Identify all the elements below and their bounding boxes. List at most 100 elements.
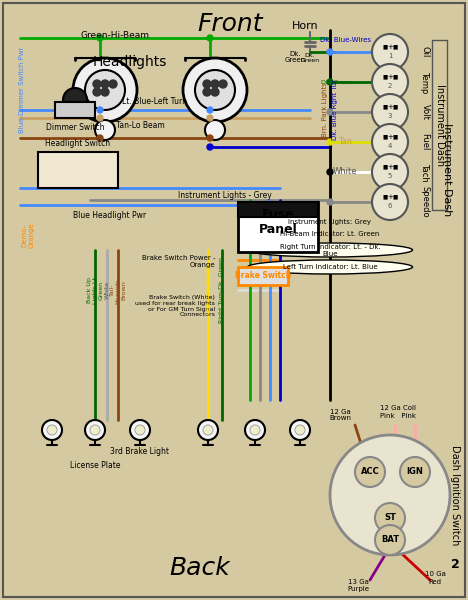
Text: Back: Back [169, 556, 230, 580]
Text: Dk. Green: Dk. Green [321, 79, 353, 85]
Circle shape [245, 420, 265, 440]
Text: ■: ■ [382, 194, 388, 199]
Circle shape [183, 58, 247, 122]
Circle shape [101, 88, 109, 96]
Text: 1: 1 [388, 53, 392, 59]
Text: License Plate: License Plate [70, 461, 120, 469]
Text: Front: Front [197, 12, 263, 36]
Text: Instrument Dash: Instrument Dash [442, 124, 452, 217]
Text: Instrument Dash: Instrument Dash [435, 84, 445, 166]
Circle shape [372, 154, 408, 190]
Circle shape [372, 64, 408, 100]
Text: Blue Headlight Pwr: Blue Headlight Pwr [73, 211, 146, 220]
Circle shape [372, 94, 408, 130]
Text: 12 Ga Coil
Pink   Pink: 12 Ga Coil Pink Pink [380, 406, 416, 419]
Text: 10 Ga
Red: 10 Ga Red [424, 571, 446, 584]
Text: Dash Ignition Switch: Dash Ignition Switch [450, 445, 460, 545]
Circle shape [203, 80, 211, 88]
Text: Right Turn Indicator: Lt. - Dk.
Blue: Right Turn Indicator: Lt. - Dk. Blue [279, 244, 380, 257]
Text: Left Turn Indicator: Lt. Blue: Left Turn Indicator: Lt. Blue [283, 264, 377, 270]
Circle shape [327, 79, 333, 85]
Text: ■: ■ [392, 194, 398, 199]
Text: Blue-Dimmer Switch Pwr: Blue-Dimmer Switch Pwr [19, 47, 25, 133]
Circle shape [198, 420, 218, 440]
Text: 2: 2 [388, 83, 392, 89]
Circle shape [85, 420, 105, 440]
Bar [238, 202, 318, 217]
Text: ■: ■ [392, 104, 398, 109]
Text: 13 Ga
Purple: 13 Ga Purple [347, 578, 369, 592]
Circle shape [205, 120, 225, 140]
Circle shape [327, 139, 333, 145]
Text: Dk.
Green: Dk. Green [285, 50, 306, 64]
Circle shape [372, 34, 408, 70]
Text: Dimmer Switch: Dimmer Switch [46, 124, 104, 133]
Circle shape [97, 35, 103, 41]
Text: Green-Hi-Beam: Green-Hi-Beam [80, 31, 149, 40]
Text: ■: ■ [392, 44, 398, 49]
Text: +: + [387, 44, 393, 50]
Text: Headlight Switch: Headlight Switch [45, 139, 110, 148]
Circle shape [203, 88, 211, 96]
Text: Lt. Blue-Left Turn: Lt. Blue-Left Turn [123, 97, 188, 107]
Text: ■: ■ [392, 164, 398, 169]
Circle shape [73, 58, 137, 122]
Text: 3rd Brake Light: 3rd Brake Light [110, 448, 169, 457]
Text: 2: 2 [451, 559, 460, 571]
Circle shape [63, 88, 87, 112]
Text: 6: 6 [388, 203, 392, 209]
Circle shape [85, 70, 125, 110]
Text: Brake Switch Power -
Orange: Brake Switch Power - Orange [141, 256, 215, 269]
Text: ■: ■ [392, 74, 398, 79]
Text: Tach: Tach [421, 163, 430, 181]
Text: Speedo: Speedo [421, 186, 430, 218]
Circle shape [207, 135, 213, 141]
Text: 5: 5 [388, 173, 392, 179]
Circle shape [97, 115, 103, 121]
Circle shape [327, 169, 333, 175]
Circle shape [95, 120, 115, 140]
Text: ■: ■ [382, 134, 388, 139]
Text: Headlights: Headlights [93, 55, 167, 69]
Text: ■: ■ [382, 164, 388, 169]
Circle shape [355, 457, 385, 487]
Text: +: + [387, 104, 393, 110]
Text: White: White [333, 167, 357, 176]
Circle shape [207, 35, 213, 41]
Circle shape [327, 109, 333, 115]
Text: Temp: Temp [421, 71, 430, 93]
Text: Dk.
Green: Dk. Green [300, 53, 320, 64]
Text: +: + [387, 74, 393, 80]
Text: Demo-
Orange: Demo- Orange [22, 222, 35, 248]
Text: ST: ST [384, 514, 396, 523]
Bar [238, 267, 288, 285]
Circle shape [90, 425, 100, 435]
Text: ■: ■ [382, 104, 388, 109]
Circle shape [97, 135, 103, 141]
Text: 4: 4 [388, 143, 392, 149]
Text: Back Up
Lights Lt.
Green: Back Up Lights Lt. Green [87, 275, 103, 304]
Text: +: + [387, 134, 393, 140]
Circle shape [250, 425, 260, 435]
Bar [38, 152, 118, 188]
Circle shape [135, 425, 145, 435]
Circle shape [207, 107, 213, 113]
Circle shape [195, 70, 235, 110]
Text: Dk. Blue-Wires: Dk. Blue-Wires [320, 37, 371, 43]
Circle shape [130, 420, 150, 440]
Text: 12 Ga
Brown: 12 Ga Brown [329, 409, 351, 421]
Circle shape [219, 80, 227, 88]
Circle shape [47, 425, 57, 435]
Bar [432, 40, 447, 210]
Text: +: + [387, 164, 393, 170]
Text: 3: 3 [388, 113, 392, 119]
Text: Hi-Beam Indicator: Lt. Green: Hi-Beam Indicator: Lt. Green [280, 231, 380, 237]
Circle shape [375, 525, 405, 555]
Text: BAT: BAT [381, 535, 399, 545]
Text: Fuse
Panel: Fuse Panel [259, 208, 297, 236]
Circle shape [330, 435, 450, 555]
Ellipse shape [248, 260, 412, 274]
Circle shape [290, 420, 310, 440]
Text: ■: ■ [392, 134, 398, 139]
Circle shape [93, 80, 101, 88]
